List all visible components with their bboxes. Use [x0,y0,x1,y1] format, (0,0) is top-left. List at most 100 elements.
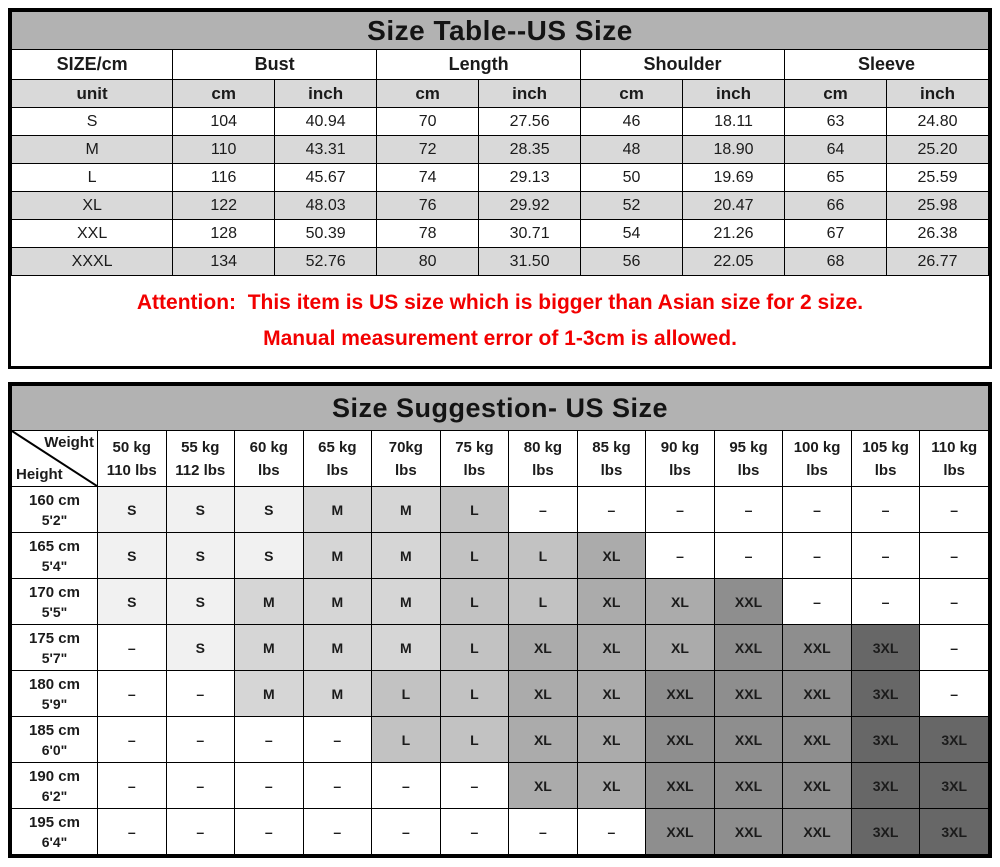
measurement-cell: 80 [376,247,480,276]
suggested-size-cell: – [302,762,373,809]
suggestion-row: 175 cm 5'7" – S M M M L XL XL XL XXL XXL 3XL – [11,624,989,671]
suggested-size-cell: L [439,532,510,579]
suggested-size-cell: XXL [713,670,784,717]
suggested-size-cell: M [302,624,373,671]
suggested-size-cell: – [713,486,784,533]
suggested-size-cell: – [234,762,304,809]
weight-kg-label: 95 kg [729,438,768,456]
suggested-size-cell: – [850,578,921,625]
measurement-cell: 26.77 [885,247,990,276]
height-row-header: 165 cm 5'4" [11,532,98,579]
group-header-sleeve: Sleeve [784,49,989,80]
suggested-size-cell: – [645,532,715,579]
height-ft-label: 5'9" [41,695,68,712]
suggested-size-cell: 3XL [919,808,989,855]
height-row-header: 160 cm 5'2" [11,486,98,533]
group-header-length: Length [376,49,582,80]
measurement-cell: 78 [376,219,480,248]
suggested-size-cell: XL [645,578,715,625]
height-ft-label: 5'4" [41,557,68,574]
measurement-cell: 27.56 [478,107,582,136]
weight-kg-label: 60 kg [249,438,288,456]
suggestion-row: 160 cm 5'2" S S S M M L – – – – – – – [11,486,989,533]
weight-column-header: 100 kg lbs [782,430,852,487]
suggested-size-cell: M [302,486,373,533]
suggested-size-cell: XL [508,624,578,671]
weight-kg-label: 110 kg [931,438,978,456]
suggested-size-cell: – [439,762,510,809]
suggested-size-cell: L [439,716,510,763]
height-row-header: 170 cm 5'5" [11,578,98,625]
size-suggestion-table: Size Suggestion- US Size Weight Height 5… [11,385,989,855]
weight-kg-label: 75 kg [455,438,494,456]
suggested-size-cell: – [919,578,989,625]
weight-kg-label: 90 kg [660,438,700,456]
suggested-size-cell: XXL [713,716,784,763]
measurement-cell: 26.38 [885,219,990,248]
measurement-cell: 64 [784,135,887,164]
suggested-size-cell: – [96,624,167,671]
unit-column-header: cm [172,79,276,108]
measurement-cell: 25.59 [885,163,990,192]
suggested-size-cell: 3XL [850,624,921,671]
suggested-size-cell: XL [576,670,647,717]
measurement-cell: 18.11 [682,107,786,136]
suggested-size-cell: 3XL [919,716,989,763]
measurement-cell: 70 [376,107,480,136]
suggested-size-cell: S [96,486,167,533]
weight-lbs-label: lbs [874,461,897,479]
measurement-cell: 116 [172,163,276,192]
measurement-cell: 76 [376,191,480,220]
attention-note: Attention: This item is US size which is… [11,276,989,366]
measurement-cell: 74 [376,163,480,192]
suggestion-row: 190 cm 6'2" – – – – – – XL XL XXL XXL XXL 3XL 3XL [11,762,989,809]
measurement-cell: 46 [580,107,684,136]
height-cm-label: 165 cm [29,537,80,555]
size-table-section: Size Table--US Size SIZE/cm Bust Length … [8,8,992,369]
suggested-size-cell: XXL [713,762,784,809]
suggested-size-cell: – [508,808,578,855]
weight-column-header: 75 kg lbs [439,430,510,487]
size-table-body: S 104 40.94 70 27.56 46 18.11 63 24.80 M 110 43.31 7… [10,107,990,276]
weight-lbs-label: lbs [669,461,691,479]
suggestion-row: 165 cm 5'4" S S S M M L L XL – – – – – [11,532,989,579]
measurement-cell: 48.03 [274,191,378,220]
weight-lbs-label: lbs [737,461,760,479]
suggested-size-cell: – [96,716,167,763]
suggested-size-cell: – [371,808,441,855]
size-row-label: L [10,163,174,192]
suggested-size-cell: S [165,624,236,671]
weight-column-header: 90 kg lbs [645,430,715,487]
height-row-header: 195 cm 6'4" [11,808,98,855]
height-cm-label: 170 cm [29,583,80,601]
suggested-size-cell: XL [508,670,578,717]
suggested-size-cell: M [302,670,373,717]
weight-lbs-label: lbs [943,461,966,479]
weight-kg-label: 100 kg [793,438,841,456]
measurement-cell: 50 [580,163,684,192]
suggested-size-cell: 3XL [850,762,921,809]
unit-column-header: inch [274,79,378,108]
suggested-size-cell: – [919,624,989,671]
group-header-shoulder: Shoulder [580,49,786,80]
unit-column-header: cm [580,79,684,108]
suggested-size-cell: – [782,486,852,533]
suggested-size-cell: L [508,578,578,625]
height-cm-label: 195 cm [29,813,80,831]
suggested-size-cell: 3XL [850,716,921,763]
suggested-size-cell: – [96,670,167,717]
measurement-cell: 128 [172,219,276,248]
suggested-size-cell: – [96,808,167,855]
suggested-size-cell: XL [576,762,647,809]
height-cm-label: 160 cm [29,491,80,509]
suggested-size-cell: M [371,486,441,533]
suggested-size-cell: XXL [782,670,852,717]
suggested-size-cell: XXL [645,670,715,717]
suggested-size-cell: 3XL [919,762,989,809]
measurement-cell: 65 [784,163,887,192]
weight-kg-label: 70kg [388,438,423,456]
weight-column-header: 80 kg lbs [508,430,578,487]
size-table-row: M 110 43.31 72 28.35 48 18.90 64 25.20 [10,135,990,164]
unit-column-header: cm [784,79,887,108]
